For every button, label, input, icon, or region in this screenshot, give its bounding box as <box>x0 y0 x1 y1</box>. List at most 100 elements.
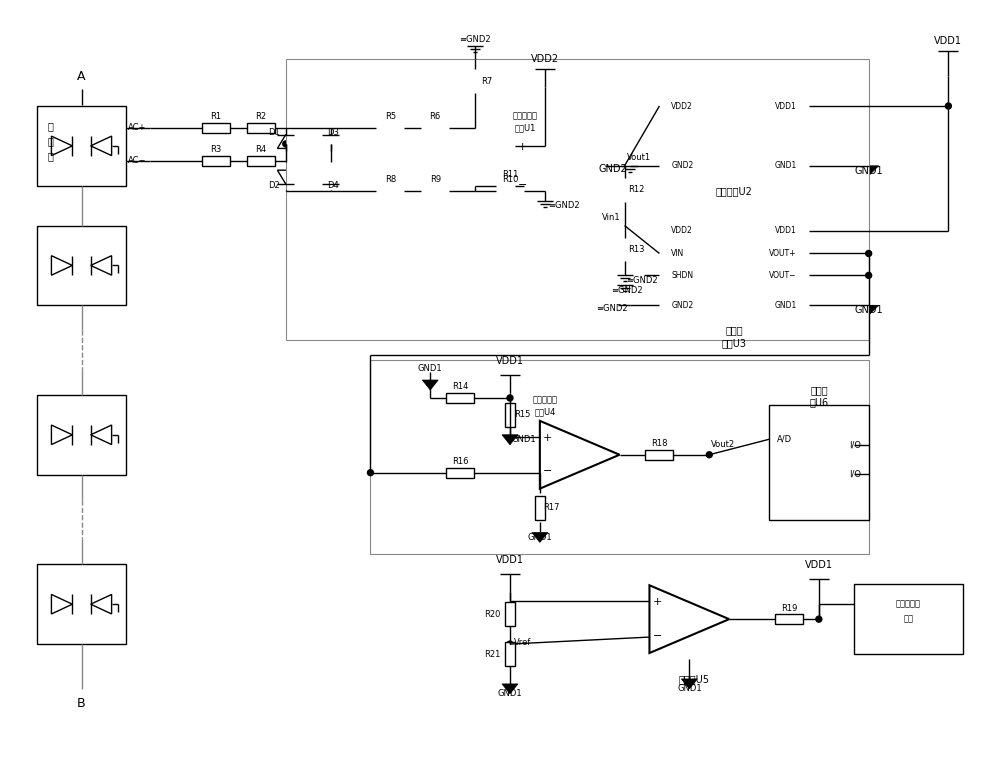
Text: SHDN: SHDN <box>671 271 694 280</box>
Polygon shape <box>859 305 879 315</box>
Text: GND1: GND1 <box>854 166 883 176</box>
Bar <box>247 156 275 166</box>
Text: VDD1: VDD1 <box>805 561 833 571</box>
Circle shape <box>328 125 334 131</box>
Text: VIN: VIN <box>671 249 685 258</box>
Text: GND1: GND1 <box>775 161 797 170</box>
Text: A: A <box>77 70 86 82</box>
Text: R5: R5 <box>385 112 396 122</box>
Text: GND2: GND2 <box>671 301 694 310</box>
Text: VDD1: VDD1 <box>496 555 524 565</box>
Circle shape <box>622 222 628 228</box>
Bar <box>421 186 449 195</box>
Text: 隔离放: 隔离放 <box>725 325 743 335</box>
Text: D1: D1 <box>268 128 280 138</box>
Bar <box>505 602 515 626</box>
Text: I/O: I/O <box>849 469 861 478</box>
Circle shape <box>367 470 373 476</box>
Polygon shape <box>277 170 294 184</box>
Bar <box>535 495 545 520</box>
Text: Vout2: Vout2 <box>711 441 735 449</box>
Text: VDD1: VDD1 <box>496 356 524 366</box>
Circle shape <box>472 188 478 194</box>
Bar <box>496 181 524 191</box>
Polygon shape <box>532 532 548 542</box>
Circle shape <box>706 451 712 458</box>
Circle shape <box>472 188 478 194</box>
Text: R15: R15 <box>514 411 530 419</box>
Text: 比较器U5: 比较器U5 <box>679 674 710 684</box>
Text: R20: R20 <box>484 610 500 619</box>
Bar <box>202 123 230 133</box>
Text: −: − <box>653 631 662 641</box>
Polygon shape <box>322 170 339 184</box>
Text: 闸: 闸 <box>48 136 54 146</box>
Bar <box>37 225 126 305</box>
Circle shape <box>328 141 334 147</box>
Text: VDD2: VDD2 <box>671 226 693 235</box>
Text: GND1: GND1 <box>775 301 797 310</box>
Text: R10: R10 <box>502 175 518 185</box>
Circle shape <box>866 251 872 257</box>
Text: R2: R2 <box>255 112 266 122</box>
Text: +: + <box>543 433 553 443</box>
Bar <box>496 186 524 195</box>
Text: Vin1: Vin1 <box>602 213 621 222</box>
Polygon shape <box>502 684 518 694</box>
Text: R9: R9 <box>430 175 441 185</box>
Text: R21: R21 <box>484 650 500 658</box>
Text: 差分比例放: 差分比例放 <box>512 112 537 121</box>
Text: A/D: A/D <box>777 434 792 444</box>
Text: ≡GND2: ≡GND2 <box>548 201 579 210</box>
Text: VDD1: VDD1 <box>775 102 797 111</box>
Bar <box>645 450 673 460</box>
Text: VDD2: VDD2 <box>531 54 559 64</box>
Text: GND1: GND1 <box>512 435 537 444</box>
Text: 器U6: 器U6 <box>809 397 828 407</box>
Text: Vref: Vref <box>514 638 531 647</box>
Text: 晶闸管驱动: 晶闸管驱动 <box>896 600 921 609</box>
Text: B: B <box>77 697 86 711</box>
Text: 晶: 晶 <box>48 121 54 131</box>
Circle shape <box>542 84 548 90</box>
Bar <box>775 614 803 624</box>
Text: 隔离电源U2: 隔离电源U2 <box>716 186 753 196</box>
Polygon shape <box>649 585 729 653</box>
Bar <box>505 642 515 666</box>
Circle shape <box>507 641 513 647</box>
Text: −: − <box>518 180 528 190</box>
Text: R19: R19 <box>781 604 797 613</box>
Text: R6: R6 <box>430 112 441 122</box>
Polygon shape <box>681 679 697 689</box>
Text: R12: R12 <box>628 185 645 195</box>
Circle shape <box>328 188 334 194</box>
Text: +: + <box>653 598 662 608</box>
Bar <box>376 186 404 195</box>
Bar <box>769 405 869 520</box>
Text: 大器U1: 大器U1 <box>514 124 536 132</box>
Polygon shape <box>502 434 518 444</box>
Text: Vout1: Vout1 <box>627 153 651 162</box>
Text: D2: D2 <box>268 181 280 190</box>
Text: GND2: GND2 <box>671 161 694 170</box>
Text: +: + <box>518 142 528 152</box>
Text: VDD1: VDD1 <box>934 36 962 46</box>
Circle shape <box>542 188 548 194</box>
Text: GND1: GND1 <box>528 533 552 542</box>
Text: R11: R11 <box>502 170 518 179</box>
Text: −: − <box>543 467 553 477</box>
Circle shape <box>816 616 822 622</box>
Bar <box>446 468 474 478</box>
Text: VOUT−: VOUT− <box>769 271 797 280</box>
Polygon shape <box>277 135 294 148</box>
Polygon shape <box>51 255 72 275</box>
Text: AC−: AC− <box>128 156 147 165</box>
Text: 大器U3: 大器U3 <box>722 338 747 348</box>
Circle shape <box>472 125 478 131</box>
Bar <box>470 69 480 93</box>
Text: R1: R1 <box>210 112 222 122</box>
Circle shape <box>866 272 872 278</box>
Bar <box>505 403 515 427</box>
Circle shape <box>622 163 628 168</box>
Bar <box>620 178 630 201</box>
